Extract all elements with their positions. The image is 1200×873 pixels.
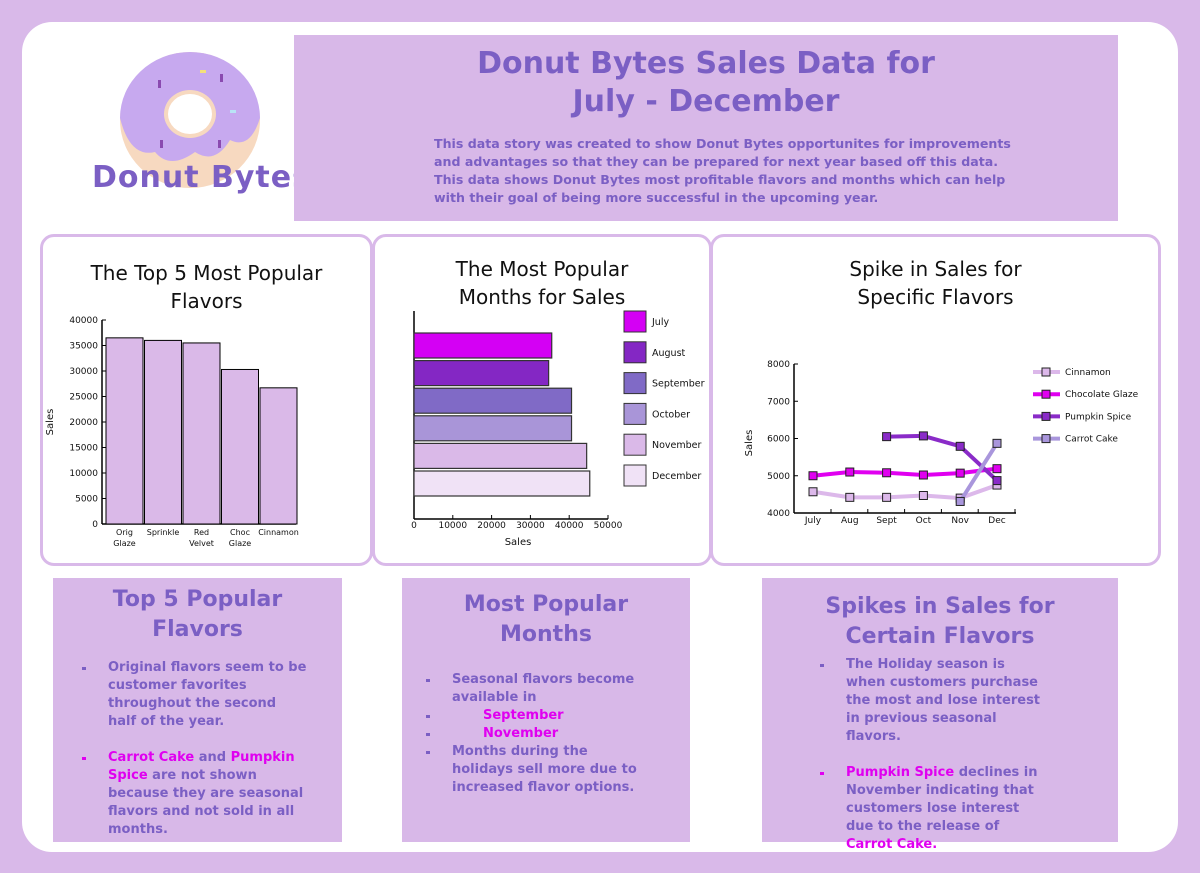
chart-card-flavor-spikes: Spike in Sales for Specific Flavors: [710, 234, 1161, 566]
bullet: Months during the holidays sell more due…: [426, 743, 652, 797]
panel-flavor-spikes: Spikes in Sales for Certain Flavors The H…: [762, 578, 1118, 852]
bullet: Carrot Cake and Pumpkin Spice are not sh…: [82, 749, 308, 839]
chart-card-top-flavors: The Top 5 Most Popular Flavors: [40, 234, 373, 566]
panel-title: Top 5 Popular Flavors: [112, 587, 283, 642]
header-panel: Donut Bytes Sales Data for July - Decembe…: [294, 35, 1118, 221]
bullet: Original flavors seem to be customer fav…: [82, 660, 307, 729]
sub-bullet: September: [426, 707, 652, 725]
bullet: Seasonal flavors become available in: [426, 671, 652, 707]
sub-bullet: November: [426, 725, 652, 743]
bullet: Pumpkin Spice declines in November indic…: [820, 764, 1046, 854]
panel-top-flavors: Top 5 Popular Flavors Original flavors se…: [53, 578, 342, 842]
brand-name: Donut Bytes: [92, 160, 311, 195]
bullet: The Holiday season is when customers pur…: [820, 656, 1046, 746]
chart-title: The Most Popular Months for Sales: [455, 257, 629, 309]
panel-popular-months: Most Popular Months Seasonal flavors beco…: [402, 578, 690, 842]
panel-title: Most Popular Months: [463, 592, 629, 647]
page-title: Donut Bytes Sales Data for July - Decembe…: [477, 46, 935, 119]
header-description: This data story was created to show Donu…: [434, 136, 1011, 205]
chart-title: Spike in Sales for Specific Flavors: [849, 257, 1022, 309]
chart-card-popular-months: The Most Popular Months for Sales: [372, 234, 712, 566]
donut-logo-icon: [120, 52, 260, 188]
panel-title: Spikes in Sales for Certain Flavors: [825, 594, 1055, 649]
chart-title: The Top 5 Most Popular Flavors: [90, 261, 323, 313]
